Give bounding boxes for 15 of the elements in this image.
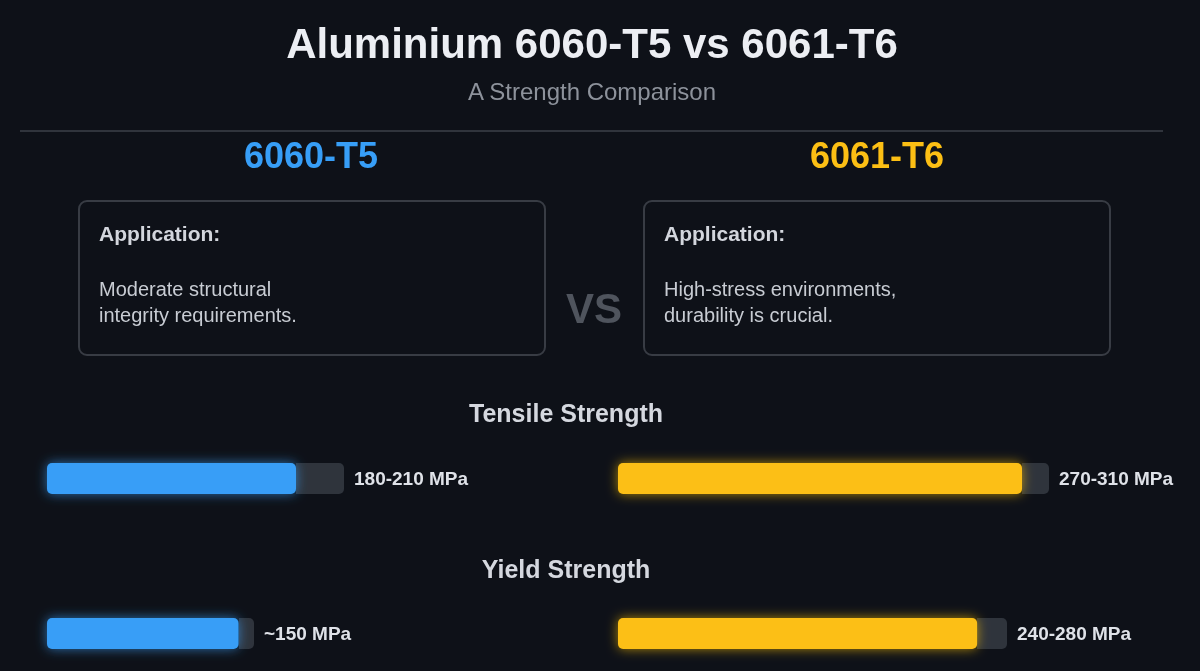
data-label: 270-310 MPa [1059, 468, 1174, 489]
text: Application: [99, 222, 221, 245]
chart-title: 6060-T5 [243, 135, 379, 176]
chart-title: 6061-T6 [809, 135, 945, 176]
text: High-stress environments, durability is crucial. [664, 277, 897, 328]
data-label: ~150 MPa [264, 623, 352, 644]
text: Moderate structural integrity requirements. [99, 277, 297, 328]
data-label: 240-280 MPa [1017, 623, 1132, 644]
text: Application: [664, 222, 786, 245]
text: Aluminium 6060-T5 vs 6061-T6 [286, 20, 898, 67]
data-label: 180-210 MPa [354, 468, 469, 489]
text: A Strength Comparison [467, 78, 717, 105]
y-tick-label: Tensile Strength [468, 398, 664, 427]
y-tick-label: Yield Strength [481, 554, 651, 583]
text: VS [565, 285, 623, 332]
